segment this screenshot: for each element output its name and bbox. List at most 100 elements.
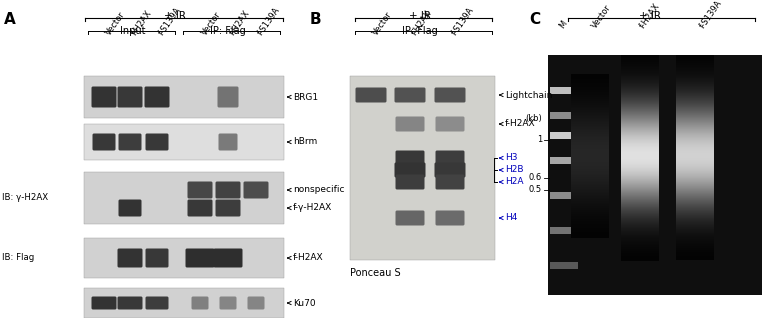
Bar <box>621 244 659 245</box>
Bar <box>621 120 659 121</box>
Bar <box>621 194 659 196</box>
Bar <box>676 158 714 160</box>
Bar <box>621 240 659 241</box>
Bar <box>621 97 659 99</box>
Bar <box>571 182 609 183</box>
FancyBboxPatch shape <box>396 175 425 190</box>
Bar <box>621 248 659 250</box>
Bar <box>571 145 609 147</box>
Bar <box>571 204 609 205</box>
Bar <box>621 67 659 68</box>
FancyBboxPatch shape <box>435 150 464 165</box>
Bar <box>621 70 659 72</box>
Bar <box>571 207 609 209</box>
Bar <box>676 163 714 164</box>
Bar <box>571 80 609 81</box>
Bar <box>676 73 714 74</box>
Bar <box>84 172 284 224</box>
Bar <box>621 177 659 178</box>
FancyBboxPatch shape <box>118 248 142 267</box>
Bar <box>621 57 659 59</box>
Bar <box>571 105 609 107</box>
Bar <box>571 119 609 121</box>
Bar <box>571 121 609 122</box>
Bar <box>676 162 714 163</box>
Bar <box>621 185 659 186</box>
Bar <box>571 131 609 133</box>
FancyBboxPatch shape <box>219 134 237 150</box>
Text: Lightchain: Lightchain <box>505 91 552 100</box>
Bar <box>676 100 714 101</box>
Bar <box>621 189 659 190</box>
FancyBboxPatch shape <box>119 134 142 150</box>
Bar <box>621 207 659 209</box>
Text: nonspecific: nonspecific <box>293 185 344 195</box>
Bar <box>676 170 714 171</box>
Bar <box>571 150 609 151</box>
Bar <box>621 251 659 252</box>
Bar <box>676 191 714 192</box>
FancyBboxPatch shape <box>118 86 142 107</box>
Bar <box>676 67 714 68</box>
Bar <box>621 165 659 167</box>
Bar <box>571 130 609 132</box>
Bar <box>621 89 659 91</box>
Bar <box>621 96 659 98</box>
Bar <box>571 118 609 120</box>
Bar <box>676 215 714 217</box>
Bar <box>676 149 714 150</box>
Bar <box>676 208 714 210</box>
Bar <box>676 72 714 73</box>
Bar <box>676 192 714 193</box>
Bar <box>571 89 609 91</box>
Bar <box>676 129 714 130</box>
Bar <box>571 112 609 114</box>
Bar <box>621 91 659 93</box>
Bar <box>676 164 714 165</box>
Bar <box>676 257 714 259</box>
Bar <box>621 124 659 126</box>
Bar <box>621 198 659 199</box>
Bar <box>621 255 659 257</box>
Text: f-H2AX: f-H2AX <box>228 8 252 37</box>
FancyBboxPatch shape <box>243 182 269 198</box>
Bar <box>571 128 609 129</box>
Bar <box>571 137 609 139</box>
Bar <box>676 165 714 167</box>
Bar <box>676 249 714 251</box>
Bar <box>676 130 714 132</box>
Text: Ponceau S: Ponceau S <box>350 268 401 278</box>
Bar <box>621 72 659 73</box>
Bar <box>621 55 659 57</box>
Text: f-S139A: f-S139A <box>698 0 724 30</box>
Bar <box>621 108 659 109</box>
Bar <box>621 84 659 86</box>
Bar <box>676 221 714 223</box>
Text: Vector: Vector <box>371 10 394 37</box>
Bar <box>621 231 659 232</box>
Bar <box>676 237 714 238</box>
Bar <box>621 197 659 198</box>
Bar <box>621 199 659 201</box>
Bar <box>621 61 659 63</box>
Text: H4: H4 <box>505 213 517 223</box>
Bar <box>621 204 659 205</box>
Bar <box>571 74 609 75</box>
Bar <box>676 175 714 176</box>
Bar <box>571 126 609 128</box>
Bar <box>571 162 609 163</box>
Bar <box>621 229 659 231</box>
Bar <box>621 144 659 146</box>
FancyBboxPatch shape <box>356 87 386 102</box>
Bar <box>571 209 609 211</box>
Bar <box>621 176 659 177</box>
Bar <box>621 239 659 240</box>
Bar <box>571 168 609 169</box>
Bar <box>621 115 659 116</box>
Text: B: B <box>310 12 321 27</box>
Bar <box>621 230 659 232</box>
FancyBboxPatch shape <box>395 87 425 102</box>
Bar <box>571 87 609 88</box>
Bar <box>676 209 714 211</box>
Bar <box>84 288 284 318</box>
